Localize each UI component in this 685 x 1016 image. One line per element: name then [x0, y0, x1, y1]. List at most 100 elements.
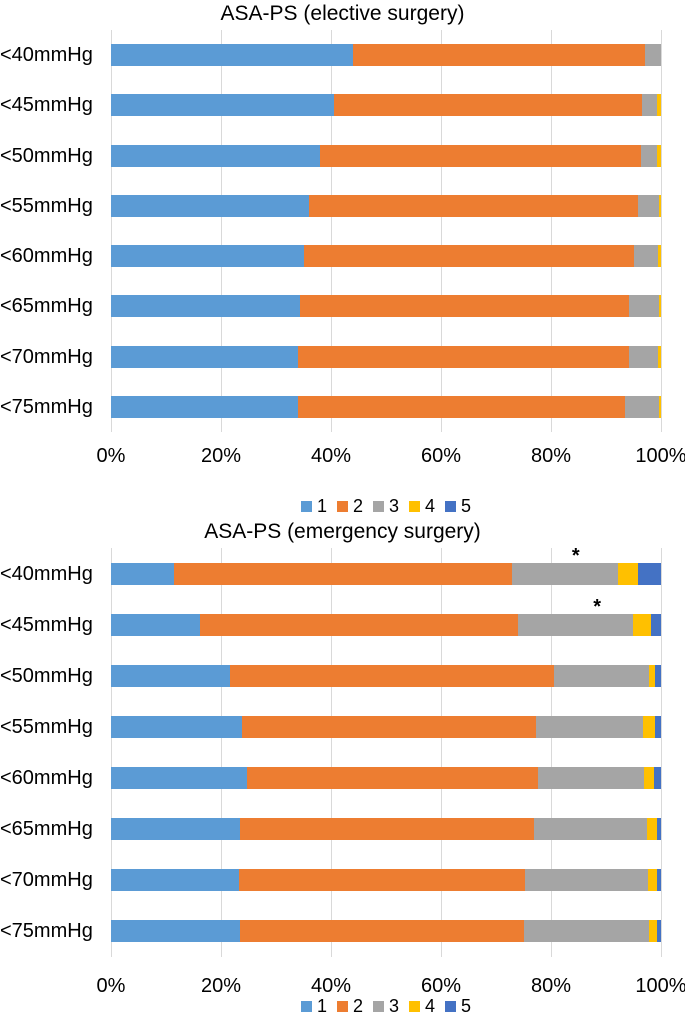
bar-segment-asa3: [625, 395, 659, 418]
bar-segment-asa5: [656, 818, 661, 841]
x-axis-tick-label: 20%: [200, 975, 242, 997]
category-label: <50mmHg: [0, 144, 93, 167]
bar-segment-asa1: [111, 295, 300, 318]
x-axis-tick-label: 20%: [200, 445, 242, 467]
legend-item-asa4: 4: [409, 997, 435, 1015]
x-axis-tick-label: 60%: [420, 975, 462, 997]
gridline-0pct: [111, 30, 112, 432]
plot-area: <40mmHg <45mmHg <50mmHg <55mmHg <60mmHg <65mm…: [0, 545, 662, 957]
bar-segment-asa2: [333, 94, 642, 117]
legend-item-asa1: 1: [300, 996, 327, 1016]
bar-segment-asa5: [657, 869, 661, 892]
gridline-80pct: [551, 30, 552, 432]
bar-segment-asa4: [642, 715, 656, 738]
bar-row: <70mmHg: [0, 345, 661, 368]
bar-row: <40mmHg: [0, 44, 661, 67]
legend-label: 3: [388, 996, 399, 1016]
bar-segment-asa1: [111, 664, 230, 687]
bar-segment-asa5: [638, 562, 661, 585]
bar-segment-asa2: [173, 562, 512, 585]
x-axis-tick-label: 80%: [530, 975, 572, 997]
x-axis-tick-label: 100%: [635, 445, 685, 467]
legend-item-asa4: 4: [409, 497, 435, 515]
category-label: <45mmHg: [0, 613, 93, 636]
bar-row: <60mmHg: [0, 767, 661, 790]
bar-segment-asa1: [111, 395, 298, 418]
legend-label: 5: [461, 496, 472, 516]
bar-segment-asa3: [524, 920, 649, 943]
bar-segment-asa3: [537, 767, 644, 790]
significance-asterisk: *: [593, 596, 602, 619]
x-axis: 0% 20% 40% 60% 80% 100%: [97, 975, 685, 997]
plot-area: <40mmHg <45mmHg <50mmHg <55mmHg <60mmHg <65mm…: [0, 30, 662, 432]
category-label: <75mmHg: [0, 920, 93, 943]
bar-row: <50mmHg: [0, 144, 661, 167]
legend-swatch: [300, 500, 312, 512]
x-axis-tick-label: 80%: [530, 445, 572, 467]
bar-segment-asa4: [656, 144, 661, 167]
legend-item-asa3: 3: [372, 996, 399, 1016]
gridline-60pct: [441, 30, 442, 432]
bar-row: <65mmHg: [0, 295, 661, 318]
bar-segment-asa1: [111, 245, 304, 268]
chart-title: ASA-PS (emergency surgery): [204, 520, 481, 543]
bar-segment-asa5: [650, 613, 661, 636]
bar-segment-asa2: [299, 295, 630, 318]
category-label: <45mmHg: [0, 94, 93, 117]
bar-segment-asa1: [111, 920, 240, 943]
x-axis-tick-label: 100%: [635, 975, 685, 997]
category-label: <75mmHg: [0, 395, 93, 418]
bar-segment-asa5: [654, 664, 661, 687]
legend-item-asa5: 5: [445, 997, 471, 1015]
gridline-100pct: [661, 548, 662, 957]
bar-row: <70mmHg: [0, 869, 661, 892]
legend-swatch: [445, 500, 457, 512]
bar-segment-asa4: [633, 613, 651, 636]
elective-surgery-chart: ASA-PS (elective surgery) <40mmHg <45mmHg…: [0, 2, 685, 515]
legend-swatch: [300, 1000, 312, 1012]
bar-segment-asa1: [111, 345, 298, 368]
gridline-100pct: [661, 30, 662, 432]
gridline-20pct: [221, 548, 222, 957]
bar-segment-asa3: [517, 613, 634, 636]
bar-segment-asa1: [111, 818, 240, 841]
bar-segment-asa2: [199, 613, 518, 636]
legend-swatch: [445, 1000, 457, 1012]
legend: 1 2 3 4 5: [111, 497, 661, 515]
category-label: <40mmHg: [0, 562, 93, 585]
bar-segment-asa4: [648, 869, 658, 892]
bar-segment-asa4: [657, 245, 661, 268]
bar-segment-asa2: [298, 395, 626, 418]
category-label: <70mmHg: [0, 869, 93, 892]
bar-segment-asa2: [238, 869, 526, 892]
category-label: <55mmHg: [0, 715, 93, 738]
legend-label: 1: [316, 496, 327, 516]
bar-segment-asa3: [553, 664, 650, 687]
bar-segment-asa2: [298, 345, 629, 368]
category-label: <55mmHg: [0, 194, 93, 217]
legend-swatch: [336, 1000, 348, 1012]
category-label: <65mmHg: [0, 818, 93, 841]
bar-segment-asa2: [239, 920, 525, 943]
chart-title: ASA-PS (elective surgery): [220, 2, 465, 25]
bar-row: <45mmHg: [0, 613, 661, 636]
legend-label: 4: [425, 496, 436, 516]
category-label: <40mmHg: [0, 44, 93, 67]
bar-segment-asa1: [111, 869, 239, 892]
bar-segment-asa4: [658, 194, 661, 217]
legend-item-asa3: 3: [372, 497, 399, 515]
legend-label: 1: [316, 996, 327, 1016]
bar-segment-asa5: [656, 920, 661, 943]
significance-asterisk: *: [571, 545, 580, 567]
legend-swatch: [409, 500, 420, 512]
bar-segment-asa3: [628, 345, 659, 368]
gridline-0pct: [111, 548, 112, 957]
bar-segment-asa3: [536, 715, 643, 738]
bar-segment-asa3: [634, 245, 658, 268]
legend-swatch: [336, 500, 348, 512]
bar-segment-asa2: [246, 767, 538, 790]
bar-segment-asa3: [641, 94, 658, 117]
bar-segment-asa3: [641, 144, 657, 167]
bar-segment-asa5: [655, 715, 661, 738]
bar-segment-asa1: [111, 194, 309, 217]
